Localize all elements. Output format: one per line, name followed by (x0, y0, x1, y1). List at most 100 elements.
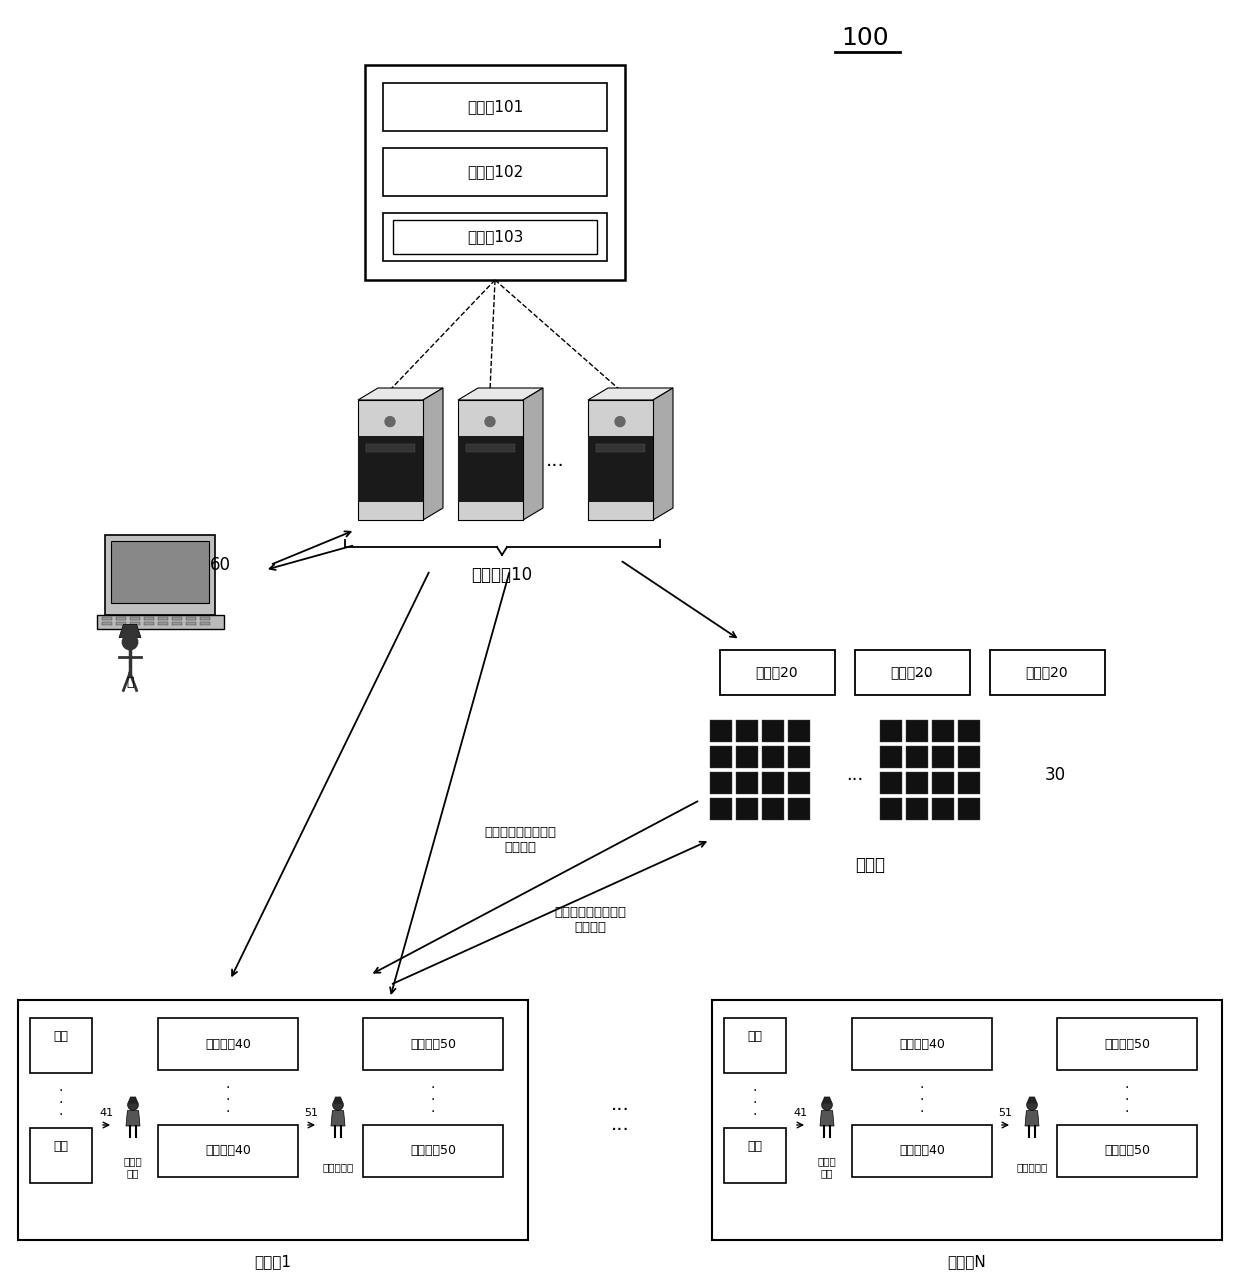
Text: 货架: 货架 (53, 1030, 68, 1043)
Bar (959, 798, 980, 820)
Bar (787, 745, 810, 769)
Bar (712, 999, 1221, 1239)
Text: 第二拣货员: 第二拣货员 (1017, 1162, 1048, 1171)
Bar (737, 720, 758, 742)
Bar (157, 1125, 298, 1177)
Circle shape (485, 417, 495, 427)
Circle shape (615, 417, 625, 427)
Bar (724, 1017, 786, 1073)
Bar (724, 1128, 786, 1183)
Text: 订单容器50: 订单容器50 (1104, 1144, 1149, 1157)
Text: 第二拣货员: 第二拣货员 (322, 1162, 353, 1171)
Bar (906, 798, 928, 820)
Text: 51: 51 (304, 1109, 317, 1117)
Polygon shape (821, 1097, 832, 1103)
Text: 30: 30 (1044, 766, 1065, 784)
Text: ·: · (920, 1105, 924, 1119)
Bar (711, 798, 732, 820)
Bar (358, 436, 423, 502)
Bar (932, 772, 954, 794)
Bar (130, 617, 140, 620)
Bar (157, 622, 167, 625)
Text: 缓存容器40: 缓存容器40 (899, 1038, 945, 1051)
Text: 人: 人 (126, 676, 134, 689)
Bar (130, 622, 140, 625)
Bar (711, 720, 732, 742)
Text: ·: · (753, 1096, 758, 1110)
Bar (932, 745, 954, 769)
Text: ·: · (430, 1082, 435, 1094)
Bar (711, 772, 732, 794)
Text: 51: 51 (998, 1109, 1012, 1117)
Text: 货架区: 货架区 (856, 856, 885, 874)
Bar (97, 615, 223, 629)
Bar (787, 720, 810, 742)
Bar (880, 772, 901, 794)
Bar (172, 622, 182, 625)
Text: ...: ... (546, 450, 564, 470)
Bar (144, 622, 154, 625)
Bar (932, 798, 954, 820)
Text: ·: · (920, 1082, 924, 1094)
Text: ...: ... (914, 663, 931, 681)
Bar (763, 745, 784, 769)
Circle shape (822, 1100, 832, 1110)
Text: 处理器101: 处理器101 (467, 100, 523, 114)
Bar (157, 1017, 298, 1070)
Circle shape (123, 634, 138, 649)
Text: ·: · (226, 1082, 231, 1094)
Bar (711, 745, 732, 769)
Polygon shape (331, 1111, 345, 1126)
Bar (30, 1017, 92, 1073)
Circle shape (128, 1100, 139, 1110)
Bar (30, 1128, 92, 1183)
Text: 货架: 货架 (53, 1141, 68, 1153)
Bar (763, 720, 784, 742)
Bar (959, 745, 980, 769)
Text: ·: · (430, 1105, 435, 1119)
Polygon shape (588, 387, 673, 400)
Bar (112, 541, 210, 603)
Text: 机器人搬运拣完货货
架的方向: 机器人搬运拣完货货 架的方向 (554, 906, 626, 934)
Text: 41: 41 (99, 1109, 113, 1117)
Text: 机器人20: 机器人20 (755, 665, 799, 679)
Bar (720, 650, 835, 695)
Bar (363, 1017, 503, 1070)
Bar (458, 436, 523, 502)
Bar (588, 436, 653, 502)
Text: 机器人20: 机器人20 (890, 665, 934, 679)
Bar (366, 444, 415, 452)
Polygon shape (423, 387, 443, 520)
Bar (383, 83, 608, 131)
Bar (880, 798, 901, 820)
Polygon shape (523, 387, 543, 520)
Bar (117, 617, 126, 620)
Text: 第一拣
货员: 第一拣 货员 (124, 1156, 143, 1178)
Bar (102, 617, 112, 620)
Polygon shape (358, 387, 443, 400)
Text: ·: · (1125, 1105, 1130, 1119)
Bar (737, 745, 758, 769)
Text: 缓存容器40: 缓存容器40 (205, 1144, 250, 1157)
Bar (458, 400, 523, 520)
Text: 100: 100 (841, 26, 889, 50)
Bar (856, 650, 970, 695)
Text: ·: · (1125, 1082, 1130, 1094)
Text: 货架: 货架 (748, 1141, 763, 1153)
Text: 订单容器50: 订单容器50 (1104, 1038, 1149, 1051)
Polygon shape (1025, 1111, 1039, 1126)
Text: 机器人搬运待拣货货
架的方向: 机器人搬运待拣货货 架的方向 (484, 826, 556, 854)
Text: ·: · (58, 1109, 63, 1123)
Text: 控制系统10: 控制系统10 (471, 566, 532, 584)
Text: ·: · (920, 1093, 924, 1107)
Text: ·: · (58, 1096, 63, 1110)
Circle shape (1027, 1100, 1038, 1110)
Text: 41: 41 (792, 1109, 807, 1117)
Bar (186, 617, 196, 620)
Bar (959, 720, 980, 742)
Text: ·: · (58, 1084, 63, 1098)
Polygon shape (119, 625, 141, 638)
Bar (852, 1125, 992, 1177)
Bar (787, 772, 810, 794)
Bar (906, 772, 928, 794)
